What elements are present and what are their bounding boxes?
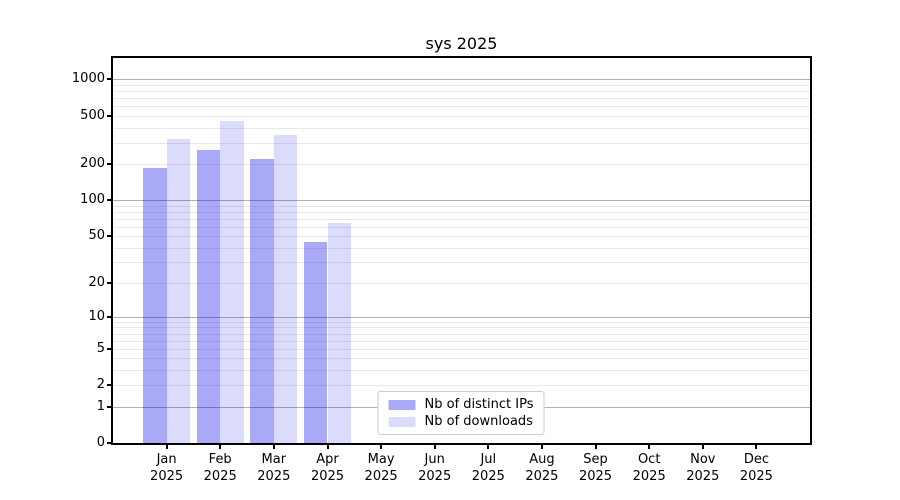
- y-tick-label: 100: [80, 192, 105, 208]
- gridline-minor: [113, 106, 810, 108]
- y-tick-mark: [107, 384, 111, 387]
- y-tick-mark: [107, 281, 111, 284]
- chart-title: sys 2025: [425, 34, 498, 53]
- bar-downloads-apr: [327, 223, 352, 443]
- gridline-minor: [113, 84, 810, 86]
- y-tick-label: 2: [96, 377, 105, 393]
- legend-label-distinct-ips: Nb of distinct IPs: [424, 397, 534, 412]
- x-tick-label: Sep 2025: [578, 452, 613, 484]
- gridline-minor: [113, 205, 810, 207]
- y-tick-mark: [107, 199, 111, 202]
- x-tick-label: Mar 2025: [257, 452, 291, 484]
- x-tick-mark: [272, 445, 275, 449]
- x-tick-mark: [648, 445, 651, 449]
- y-tick-mark: [107, 235, 111, 237]
- x-tick-mark: [433, 445, 436, 449]
- x-tick-label: Oct 2025: [632, 452, 666, 484]
- gridline-minor: [113, 247, 810, 249]
- gridline-major: [113, 79, 810, 81]
- gridline-minor: [113, 211, 810, 213]
- bar-downloads-mar: [273, 135, 298, 443]
- gridline-minor: [113, 321, 810, 323]
- x-tick-label: Jan 2025: [150, 452, 184, 484]
- gridline-minor: [113, 236, 810, 237]
- y-tick-label: 5: [96, 340, 105, 356]
- gridline-minor: [113, 262, 810, 264]
- y-tick-mark: [107, 315, 111, 318]
- y-tick-mark: [107, 442, 111, 444]
- gridline-minor: [113, 115, 810, 117]
- x-tick-mark: [487, 445, 490, 449]
- x-tick-label: Jun 2025: [418, 452, 452, 484]
- bar-distinct-ips-jan: [142, 168, 167, 443]
- y-tick-label: 0: [96, 435, 105, 450]
- legend-item-downloads: Nb of downloads: [388, 414, 534, 429]
- y-tick-mark: [107, 78, 111, 81]
- bar-downloads-feb: [220, 120, 244, 443]
- x-tick-label: Aug 2025: [525, 452, 559, 484]
- x-tick-mark: [701, 445, 704, 449]
- x-tick-mark: [755, 445, 758, 449]
- x-tick-mark: [326, 445, 329, 449]
- y-tick-mark: [107, 405, 111, 408]
- legend-label-downloads: Nb of downloads: [424, 414, 533, 429]
- bar-distinct-ips-apr: [303, 241, 328, 443]
- legend-swatch-downloads: [388, 416, 416, 427]
- y-tick-mark: [107, 114, 111, 117]
- gridline-minor: [113, 282, 810, 284]
- x-tick-label: Jul 2025: [471, 452, 505, 484]
- legend-item-distinct-ips: Nb of distinct IPs: [388, 397, 534, 412]
- x-tick-label: Dec 2025: [739, 452, 773, 484]
- gridline-minor: [113, 385, 810, 387]
- x-tick-mark: [165, 445, 168, 449]
- gridline-minor: [113, 163, 810, 165]
- x-tick-label: Feb 2025: [203, 452, 237, 484]
- gridline-minor: [113, 226, 810, 228]
- gridline-major: [113, 316, 810, 318]
- y-tick-mark: [107, 162, 111, 165]
- gridline-minor: [113, 142, 810, 144]
- x-tick-mark: [540, 445, 543, 449]
- y-tick-label: 200: [80, 155, 105, 171]
- x-tick-label: Apr 2025: [310, 452, 345, 484]
- legend-swatch-distinct-ips: [388, 399, 416, 410]
- bar-downloads-jan: [166, 139, 191, 443]
- x-tick-mark: [594, 445, 597, 449]
- gridline-minor: [113, 91, 810, 93]
- gridline-minor: [113, 358, 810, 360]
- gridline-minor: [113, 333, 810, 335]
- x-tick-mark: [219, 445, 222, 449]
- gridline-minor: [113, 327, 810, 329]
- gridline-minor: [113, 127, 810, 129]
- y-tick-label: 10: [88, 308, 105, 324]
- gridline-major: [113, 200, 810, 202]
- x-tick-mark: [380, 445, 383, 449]
- legend: Nb of distinct IPs Nb of downloads: [377, 391, 545, 435]
- gridline-minor: [113, 98, 810, 100]
- gridline-minor: [113, 218, 810, 220]
- y-tick-label: 50: [88, 228, 105, 243]
- x-tick-label: May 2025: [364, 452, 398, 484]
- gridline-minor: [113, 340, 810, 342]
- gridline-minor: [113, 370, 810, 371]
- gridline-minor: [113, 348, 810, 350]
- x-tick-label: Nov 2025: [686, 452, 720, 484]
- y-tick-label: 20: [88, 274, 105, 290]
- y-tick-label: 1: [96, 398, 105, 414]
- bar-distinct-ips-feb: [196, 150, 221, 443]
- y-tick-mark: [107, 347, 111, 350]
- plot-area: [113, 58, 810, 443]
- y-tick-label: 500: [80, 107, 105, 123]
- y-tick-label: 1000: [71, 71, 105, 87]
- bar-distinct-ips-mar: [250, 158, 274, 443]
